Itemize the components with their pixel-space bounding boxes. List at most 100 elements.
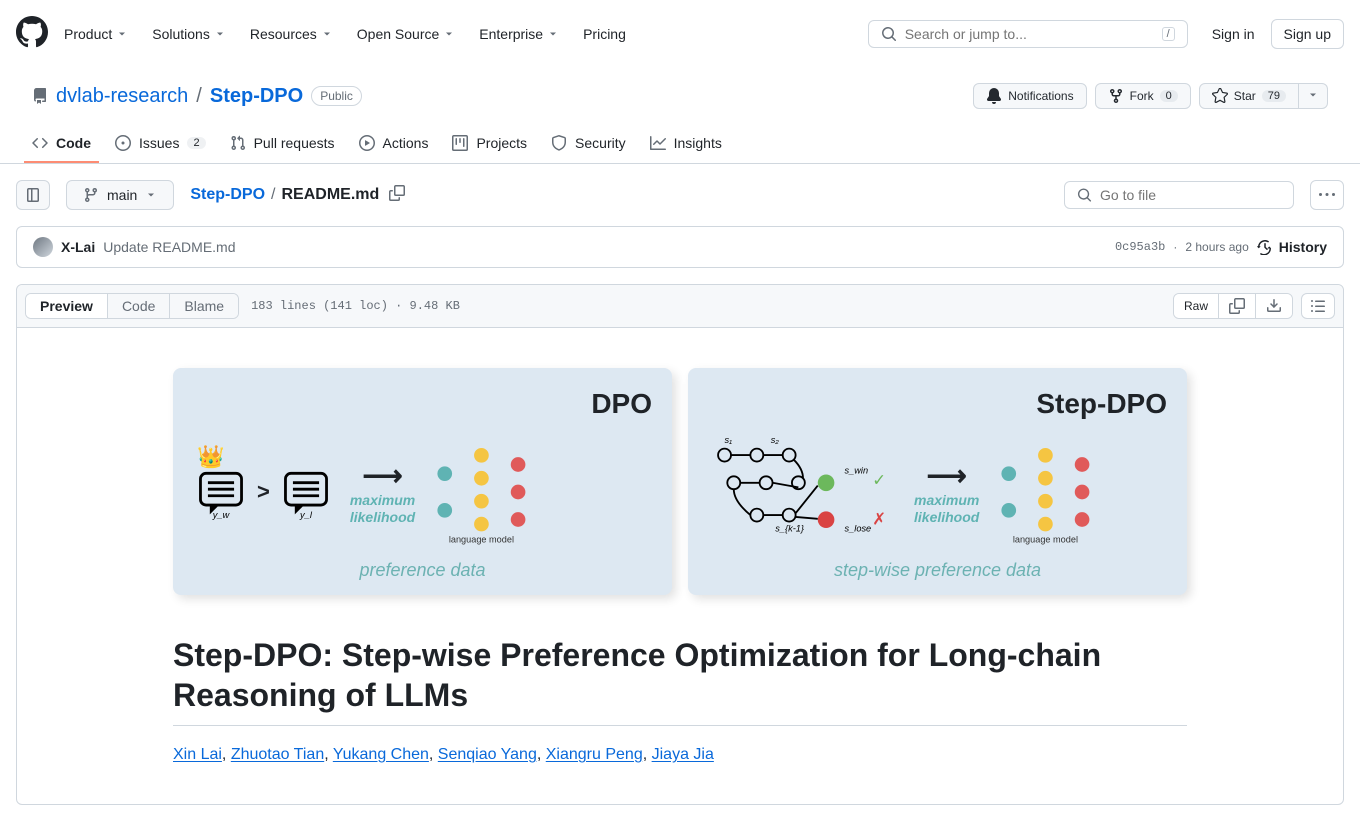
bell-icon bbox=[986, 88, 1002, 104]
sidebar-collapse-icon bbox=[25, 187, 41, 203]
code-icon bbox=[32, 135, 48, 151]
file-toolbar: Preview Code Blame 183 lines (141 loc) ·… bbox=[17, 285, 1343, 328]
history-link[interactable]: History bbox=[1257, 239, 1327, 255]
svg-text:✗: ✗ bbox=[872, 509, 886, 528]
copy-raw-button[interactable] bbox=[1219, 294, 1256, 318]
repo-header: dvlab-research / Step-DPO Public Notific… bbox=[0, 67, 1360, 125]
svg-text:✓: ✓ bbox=[872, 471, 886, 490]
projects-icon bbox=[452, 135, 468, 151]
nav-resources[interactable]: Resources bbox=[242, 20, 341, 48]
tab-preview[interactable]: Preview bbox=[26, 294, 108, 318]
branch-select-button[interactable]: main bbox=[66, 180, 174, 210]
copy-path-button[interactable] bbox=[385, 181, 409, 210]
breadcrumb-sep: / bbox=[271, 186, 275, 204]
readme-title: Step-DPO: Step-wise Preference Optimizat… bbox=[173, 635, 1187, 726]
author-link[interactable]: Xiangru Peng bbox=[546, 746, 643, 763]
list-icon bbox=[1310, 298, 1326, 314]
history-icon bbox=[1257, 239, 1273, 255]
file-box: Preview Code Blame 183 lines (141 loc) ·… bbox=[16, 284, 1344, 805]
file-finder-input[interactable] bbox=[1100, 187, 1281, 203]
sign-up-button[interactable]: Sign up bbox=[1271, 19, 1344, 49]
tab-pulls[interactable]: Pull requests bbox=[222, 125, 343, 163]
commit-author[interactable]: X-Lai bbox=[61, 239, 95, 255]
svg-text:s₂: s₂ bbox=[771, 435, 780, 445]
breadcrumb: Step-DPO / README.md bbox=[190, 181, 409, 210]
kebab-icon bbox=[1319, 187, 1335, 203]
search-input[interactable] bbox=[905, 26, 1162, 42]
issues-count: 2 bbox=[187, 137, 205, 149]
sign-in-link[interactable]: Sign in bbox=[1204, 20, 1263, 48]
author-link[interactable]: Senqiao Yang bbox=[438, 746, 537, 763]
pr-icon bbox=[230, 135, 246, 151]
security-icon bbox=[551, 135, 567, 151]
repo-name-link[interactable]: Step-DPO bbox=[210, 85, 303, 108]
toggle-tree-button[interactable] bbox=[16, 180, 50, 210]
download-raw-button[interactable] bbox=[1256, 294, 1292, 318]
nav-opensource[interactable]: Open Source bbox=[349, 20, 464, 48]
copy-icon bbox=[389, 185, 405, 201]
star-button-group: Star 79 bbox=[1199, 83, 1328, 109]
nav-enterprise[interactable]: Enterprise bbox=[471, 20, 567, 48]
dpo-title: DPO bbox=[193, 388, 652, 420]
author-link[interactable]: Zhuotao Tian bbox=[231, 746, 324, 763]
stepdpo-caption: step-wise preference data bbox=[708, 560, 1167, 581]
author-link[interactable]: Jiaya Jia bbox=[652, 746, 714, 763]
tab-code[interactable]: Code bbox=[24, 125, 99, 163]
repo-tabs: Code Issues 2 Pull requests Actions Proj… bbox=[0, 125, 1360, 164]
author-link[interactable]: Xin Lai bbox=[173, 746, 222, 763]
crown-icon: 👑 bbox=[197, 444, 224, 470]
outline-button[interactable] bbox=[1301, 293, 1335, 319]
repo-sep: / bbox=[196, 85, 202, 108]
nav-pricing[interactable]: Pricing bbox=[575, 20, 634, 48]
breadcrumb-repo-link[interactable]: Step-DPO bbox=[190, 186, 265, 204]
nav-product[interactable]: Product bbox=[56, 20, 136, 48]
tab-actions[interactable]: Actions bbox=[351, 125, 437, 163]
issues-icon bbox=[115, 135, 131, 151]
copy-icon bbox=[1229, 298, 1245, 314]
global-search[interactable]: / bbox=[868, 20, 1188, 48]
repo-owner-link[interactable]: dvlab-research bbox=[56, 85, 188, 108]
tab-insights[interactable]: Insights bbox=[642, 125, 730, 163]
raw-button[interactable]: Raw bbox=[1174, 294, 1219, 318]
gt-sign: > bbox=[257, 479, 270, 505]
svg-text:language model: language model bbox=[449, 534, 514, 544]
auth-links: Sign in Sign up bbox=[1204, 19, 1344, 49]
star-dropdown[interactable] bbox=[1299, 83, 1328, 109]
commit-sha[interactable]: 0c95a3b bbox=[1115, 240, 1165, 254]
nav-solutions[interactable]: Solutions bbox=[144, 20, 234, 48]
github-logo-icon[interactable] bbox=[16, 16, 48, 51]
repo-title: dvlab-research / Step-DPO Public bbox=[32, 85, 362, 108]
search-icon bbox=[1077, 187, 1092, 203]
tab-issues[interactable]: Issues 2 bbox=[107, 125, 214, 163]
tab-security[interactable]: Security bbox=[543, 125, 634, 163]
author-link[interactable]: Yukang Chen bbox=[333, 746, 429, 763]
dpo-caption: preference data bbox=[193, 560, 652, 581]
nav-items: Product Solutions Resources Open Source … bbox=[56, 20, 868, 48]
svg-text:y_w: y_w bbox=[212, 510, 231, 520]
tab-projects[interactable]: Projects bbox=[444, 125, 535, 163]
branch-icon bbox=[83, 187, 99, 203]
banner-row: DPO 👑 y_w > y_l ⟶ maximum likelihood bbox=[173, 368, 1187, 595]
view-tabs: Preview Code Blame bbox=[25, 293, 239, 319]
star-button[interactable]: Star 79 bbox=[1199, 83, 1299, 109]
file-stats: 183 lines (141 loc) · 9.48 KB bbox=[251, 299, 460, 313]
star-count: 79 bbox=[1262, 90, 1286, 102]
breadcrumb-current: README.md bbox=[281, 186, 379, 204]
svg-text:language model: language model bbox=[1013, 534, 1078, 544]
commit-dot: · bbox=[1173, 240, 1177, 254]
global-header: Product Solutions Resources Open Source … bbox=[0, 0, 1360, 67]
search-shortcut: / bbox=[1162, 27, 1175, 41]
commit-message[interactable]: Update README.md bbox=[103, 239, 235, 255]
authors: Xin Lai, Zhuotao Tian, Yukang Chen, Senq… bbox=[173, 746, 1187, 764]
tab-codeview[interactable]: Code bbox=[108, 294, 170, 318]
arrow-dpo: ⟶ maximum likelihood bbox=[350, 459, 415, 526]
repo-icon bbox=[32, 88, 48, 104]
tab-blame[interactable]: Blame bbox=[170, 294, 238, 318]
file-more-button[interactable] bbox=[1310, 180, 1344, 210]
notifications-button[interactable]: Notifications bbox=[973, 83, 1086, 109]
visibility-badge: Public bbox=[311, 86, 362, 106]
svg-text:s₁: s₁ bbox=[725, 435, 733, 445]
fork-button[interactable]: Fork 0 bbox=[1095, 83, 1191, 109]
commit-avatar[interactable] bbox=[33, 237, 53, 257]
file-finder[interactable] bbox=[1064, 181, 1294, 209]
